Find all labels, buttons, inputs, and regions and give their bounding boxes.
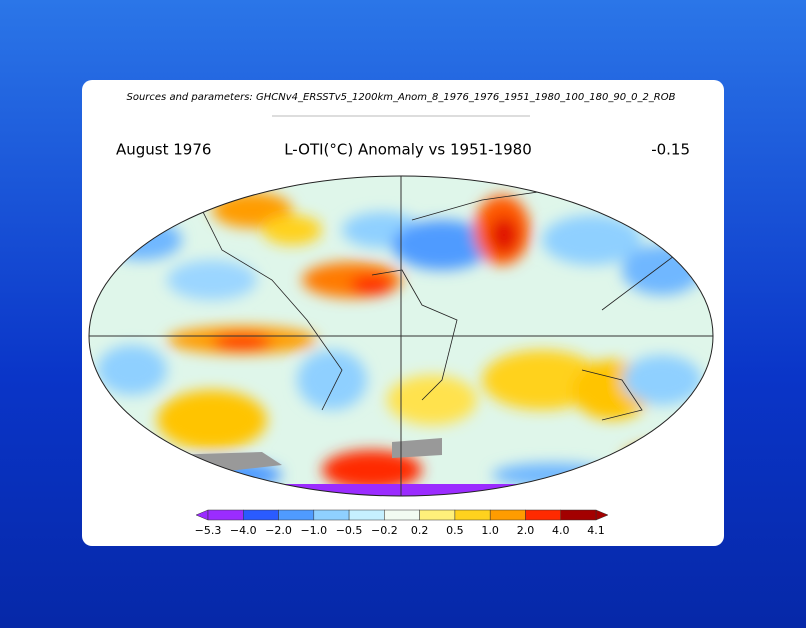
map-title: L-OTI(°C) Anomaly vs 1951-1980 [284,141,532,159]
colorbar-swatch [313,509,350,521]
colorbar-end [195,509,209,521]
colorbar-label: 1.0 [481,524,499,537]
sources-value: GHCNv4_ERSSTv5_1200km_Anom_8_1976_1976_1… [256,92,676,103]
polar-band [89,484,713,496]
colorbar-swatch [454,509,491,521]
colorbar-label: 0.5 [446,524,464,537]
colorbar-label: 2.0 [517,524,535,537]
global-mean: -0.15 [651,141,690,159]
colorbar-swatch [489,509,526,521]
colorbar: −5.3 −4.0 −2.0 −1.0 −0.5 −0.2 0.2 0.5 1.0 2.0 4.0 4… [195,509,609,537]
colorbar-swatch [560,509,597,521]
colorbar-label: −2.0 [265,524,292,537]
no-data [392,438,442,458]
colorbar-label: 0.2 [411,524,429,537]
sources-label: Sources and parameters: [126,92,252,103]
colorbar-label: −4.0 [230,524,257,537]
colorbar-swatch [348,509,385,521]
map [89,176,713,496]
colorbar-label: −5.3 [195,524,222,537]
colorbar-label: −0.5 [336,524,363,537]
colorbar-swatch [419,509,456,521]
coastline [166,189,683,421]
colorbar-label: −1.0 [300,524,327,537]
sources-text: Sources and parameters: GHCNv4_ERSSTv5_1… [126,92,675,103]
card: Sources and parameters: GHCNv4_ERSSTv5_1… [82,80,724,546]
date: August 1976 [116,141,211,159]
colorbar-swatch [278,509,315,521]
figure: Sources and parameters: GHCNv4_ERSSTv5_1… [88,92,714,537]
colorbar-swatch [207,509,244,521]
map-outline [88,175,714,497]
colorbar-label: 4.0 [552,524,570,537]
colorbar-swatch [384,509,420,521]
colorbar-label: −0.2 [371,524,398,537]
colorbar-end [595,509,609,521]
colorbar-label: 4.1 [587,524,605,537]
colorbar-swatch [243,509,279,521]
colorbar-swatch [525,509,561,521]
